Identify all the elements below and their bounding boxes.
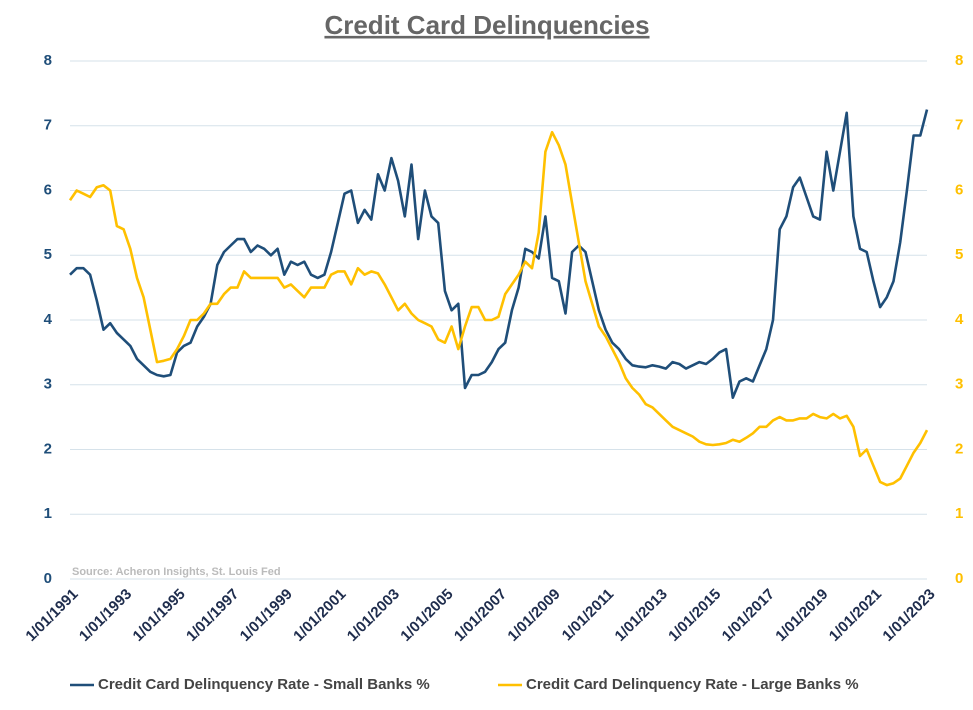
y-tick-label: 2 xyxy=(44,440,52,457)
x-tick-label: 1/01/1993 xyxy=(76,586,135,645)
y2-tick-label: 5 xyxy=(955,246,963,263)
y-tick-label: 6 xyxy=(44,181,52,198)
x-tick-label: 1/01/2003 xyxy=(344,586,403,645)
y-tick-label: 7 xyxy=(44,117,52,134)
x-tick-label: 1/01/1995 xyxy=(130,586,189,645)
y-tick-label: 0 xyxy=(44,570,52,587)
y-tick-label: 8 xyxy=(44,52,52,69)
y2-tick-label: 6 xyxy=(955,181,963,198)
y2-tick-label: 7 xyxy=(955,117,963,134)
x-tick-label: 1/01/2001 xyxy=(290,586,349,645)
y2-tick-label: 8 xyxy=(955,52,963,69)
legend-label: Credit Card Delinquency Rate - Large Ban… xyxy=(526,676,859,693)
x-tick-label: 1/01/2019 xyxy=(772,586,831,645)
y-tick-label: 5 xyxy=(44,246,52,263)
y2-tick-label: 2 xyxy=(955,440,963,457)
x-tick-label: 1/01/2007 xyxy=(451,586,510,645)
x-tick-label: 1/01/2017 xyxy=(719,586,778,645)
series-line xyxy=(68,130,929,487)
y2-tick-label: 1 xyxy=(955,505,963,522)
y-tick-label: 1 xyxy=(44,505,52,522)
chart-title: Credit Card Delinquencies xyxy=(324,10,649,40)
x-tick-label: 1/01/2021 xyxy=(826,586,885,645)
y2-tick-label: 4 xyxy=(955,311,964,328)
x-tick-label: 1/01/2015 xyxy=(665,586,724,645)
y-tick-label: 4 xyxy=(44,311,53,328)
x-tick-label: 1/01/2013 xyxy=(612,586,671,645)
x-tick-label: 1/01/2009 xyxy=(504,586,563,645)
x-tick-label: 1/01/1997 xyxy=(183,586,242,645)
source-note: Source: Acheron Insights, St. Louis Fed xyxy=(72,566,281,578)
legend-label: Credit Card Delinquency Rate - Small Ban… xyxy=(98,676,430,693)
y2-tick-label: 0 xyxy=(955,570,963,587)
x-tick-label: 1/01/1999 xyxy=(237,586,296,645)
x-tick-label: 1/01/2011 xyxy=(559,586,618,645)
x-tick-label: 1/01/1991 xyxy=(22,586,81,645)
x-tick-label: 1/01/2005 xyxy=(397,586,456,645)
x-tick-label: 1/01/2023 xyxy=(879,586,938,645)
y2-tick-label: 3 xyxy=(955,376,963,393)
series-line xyxy=(69,109,929,399)
y-tick-label: 3 xyxy=(44,376,52,393)
